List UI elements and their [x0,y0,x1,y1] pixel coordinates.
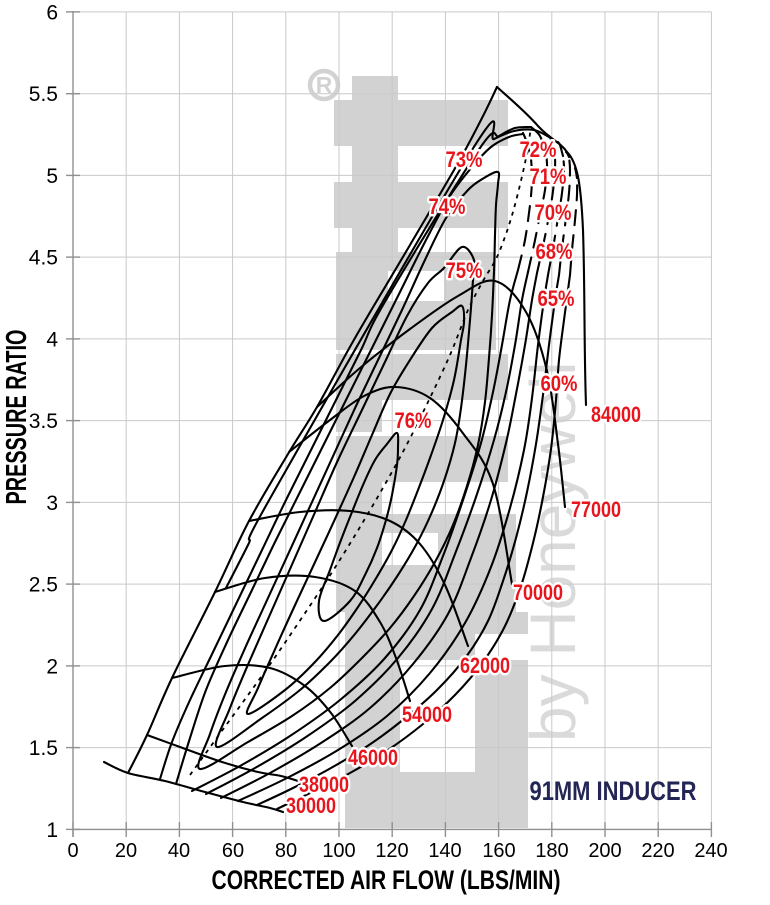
svg-text:0: 0 [67,840,78,862]
svg-text:71%: 71% [530,164,567,189]
svg-text:6: 6 [46,1,58,24]
svg-text:R: R [316,72,333,98]
svg-text:2: 2 [46,655,58,678]
svg-text:200: 200 [588,840,621,862]
svg-text:74%: 74% [429,194,466,219]
svg-text:180: 180 [535,840,568,862]
svg-text:4: 4 [46,328,58,351]
svg-text:38000: 38000 [299,772,349,797]
svg-text:100: 100 [322,840,355,862]
svg-text:72%: 72% [520,137,557,162]
svg-text:80: 80 [275,840,297,862]
svg-text:1: 1 [46,819,58,842]
svg-text:68%: 68% [536,239,573,264]
svg-text:220: 220 [641,840,674,862]
svg-text:PRESSURE RATIO: PRESSURE RATIO [1,330,33,505]
svg-text:CORRECTED AIR FLOW (LBS/MIN): CORRECTED AIR FLOW (LBS/MIN) [212,865,561,895]
svg-text:1.5: 1.5 [29,737,58,760]
svg-text:75%: 75% [446,258,483,283]
svg-text:77000: 77000 [571,497,621,522]
svg-text:91MM INDUCER: 91MM INDUCER [530,776,697,806]
svg-text:4.5: 4.5 [29,247,58,270]
svg-text:3: 3 [46,492,58,515]
svg-text:84000: 84000 [591,402,641,427]
svg-text:2.5: 2.5 [29,574,58,597]
svg-text:70%: 70% [535,200,572,225]
svg-text:60%: 60% [541,371,578,396]
svg-text:46000: 46000 [348,745,398,770]
svg-text:3.5: 3.5 [29,410,58,433]
svg-text:70000: 70000 [513,580,563,605]
svg-text:140: 140 [428,840,461,862]
svg-text:30000: 30000 [286,793,336,818]
svg-text:65%: 65% [538,286,575,311]
svg-text:5: 5 [46,165,58,188]
svg-text:54000: 54000 [402,702,452,727]
svg-text:62000: 62000 [460,653,510,678]
svg-text:120: 120 [375,840,408,862]
svg-text:20: 20 [115,840,137,862]
svg-text:40: 40 [168,840,190,862]
svg-text:160: 160 [482,840,515,862]
svg-text:240: 240 [694,840,727,862]
svg-text:60: 60 [222,840,244,862]
svg-text:76%: 76% [395,408,432,433]
svg-text:5.5: 5.5 [29,83,58,106]
svg-text:73%: 73% [446,147,483,172]
svg-text:by Honeywell: by Honeywell [517,361,589,742]
